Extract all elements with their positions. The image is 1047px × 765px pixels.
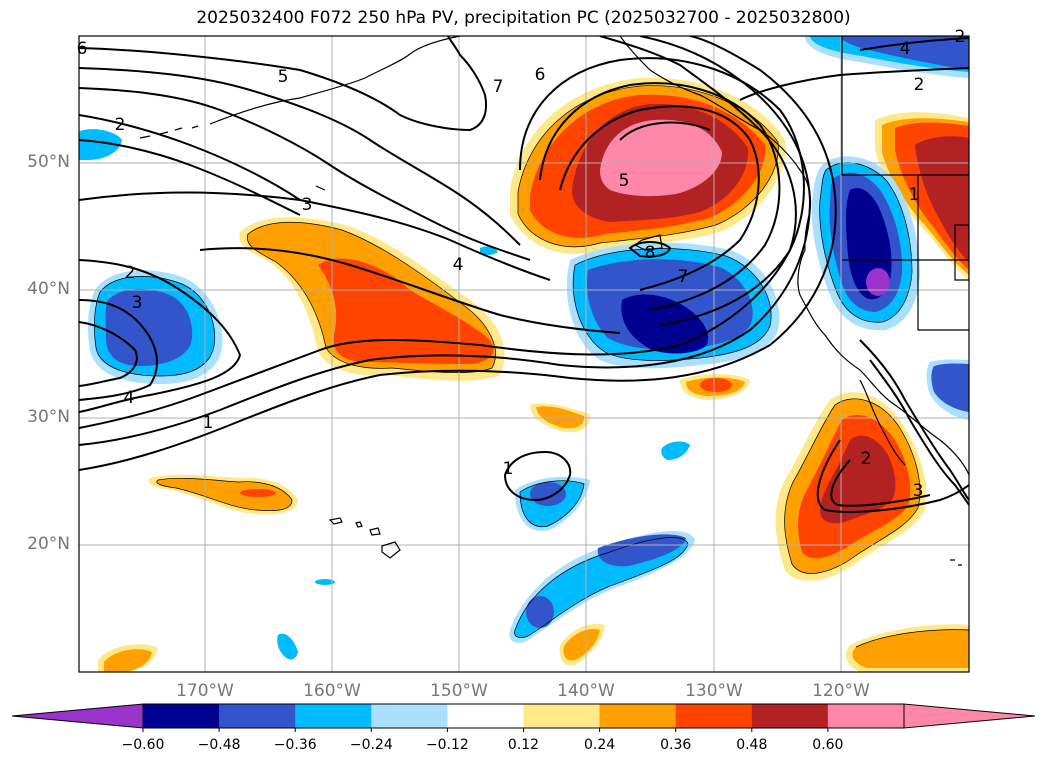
- colorbar-tick-label: 0.36: [660, 737, 692, 753]
- contour-label: 3: [132, 293, 143, 313]
- positive-anomaly-small-patches: [98, 374, 969, 672]
- contour-label: 3: [302, 195, 313, 215]
- shading-outlines: [94, 85, 969, 648]
- contour-label: 5: [619, 171, 630, 191]
- colorbar-extend-max: [903, 703, 1036, 729]
- colorbar-tick-label: −0.24: [349, 737, 393, 753]
- contour-label: 7: [493, 77, 504, 97]
- map-plot-area: [79, 36, 969, 672]
- colorbar-tick-label: −0.36: [273, 737, 317, 753]
- contour-label: 5: [278, 67, 289, 87]
- lon-label: 120°W: [812, 681, 870, 701]
- contour-label: 1: [203, 413, 214, 433]
- colorbar-cell: [523, 704, 601, 728]
- colorbar-cell: [751, 704, 829, 728]
- contour-label: 7: [678, 267, 689, 287]
- lat-label: 30°N: [27, 407, 70, 427]
- colorbar-cell: [447, 704, 524, 728]
- contour-label: 2: [115, 115, 126, 135]
- colorbar: [11, 703, 1036, 732]
- lat-label: 50°N: [27, 152, 70, 172]
- positive-anomaly-baja: [775, 392, 927, 581]
- colorbar-extend-min: [11, 703, 144, 729]
- contour-label: 1: [909, 185, 920, 205]
- contour-label: 3: [913, 481, 924, 501]
- lon-label: 130°W: [685, 681, 743, 701]
- colorbar-tick-label: 0.24: [584, 737, 616, 753]
- colorbar-cell: [219, 704, 296, 728]
- contour-label: 4: [124, 388, 135, 408]
- coastlines: [139, 36, 969, 566]
- colorbar-tick-label: 0.60: [812, 737, 844, 753]
- lat-label: 40°N: [27, 279, 70, 299]
- figure-title: 2025032400 F072 250 hPa PV, precipitatio…: [196, 8, 851, 28]
- contour-label: 8: [645, 243, 656, 263]
- contour-label: 2: [125, 263, 136, 283]
- contour-label: 2: [955, 27, 966, 47]
- positive-anomaly-central-pacific: [239, 217, 505, 381]
- contour-label: 4: [900, 39, 911, 59]
- colorbar-tick-label: 0.12: [507, 737, 540, 753]
- lon-label: 150°W: [430, 681, 488, 701]
- negative-anomaly-west-coast: [811, 156, 920, 331]
- colorbar-cell: [827, 704, 905, 728]
- colorbar-cell: [371, 704, 448, 728]
- contour-label: 4: [453, 255, 464, 275]
- colorbar-tick-label: −0.12: [425, 737, 469, 753]
- colorbar-tick-label: −0.48: [197, 737, 241, 753]
- contour-label: 1: [503, 459, 514, 479]
- lon-label: 170°W: [176, 681, 234, 701]
- pv-contours: [79, 36, 969, 513]
- contour-label: 2: [914, 75, 925, 95]
- colorbar-cell: [143, 704, 220, 728]
- colorbar-tick-label: 0.48: [736, 737, 768, 753]
- colorbar-cell: [675, 704, 753, 728]
- contour-label: 2: [861, 449, 872, 469]
- lat-label: 20°N: [27, 534, 70, 554]
- lon-label: 140°W: [557, 681, 615, 701]
- contour-label: 6: [535, 65, 546, 85]
- negative-anomaly-small-patches: [79, 36, 969, 660]
- contour-label: 6: [77, 39, 88, 59]
- colorbar-tick-label: −0.60: [121, 737, 165, 753]
- colorbar-cell: [295, 704, 372, 728]
- colorbar-cell: [599, 704, 677, 728]
- lon-label: 160°W: [303, 681, 361, 701]
- map-frame: [78, 35, 970, 673]
- negative-anomaly-west-pacific: [87, 270, 223, 384]
